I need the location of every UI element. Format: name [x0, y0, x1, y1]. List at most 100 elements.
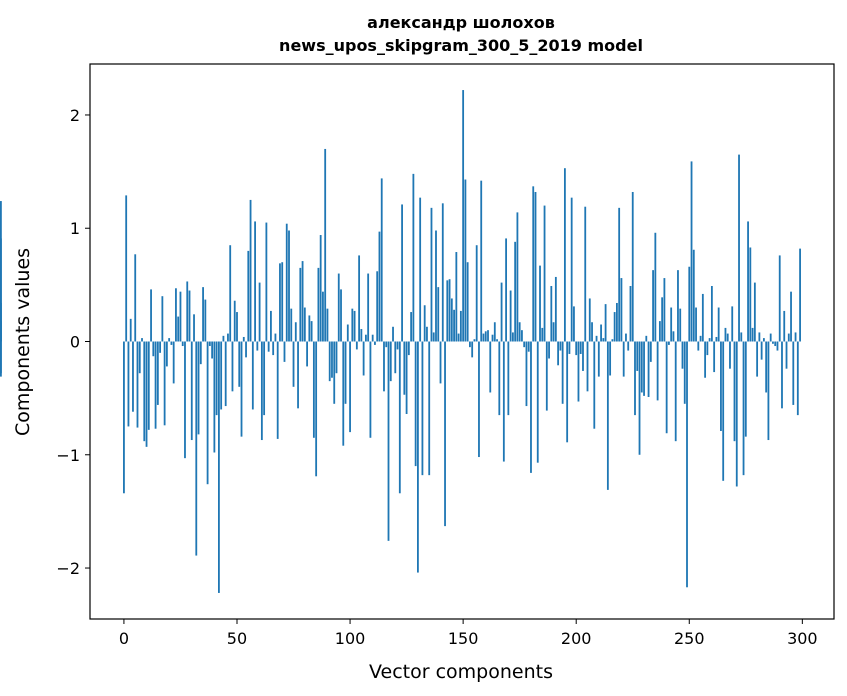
bar	[134, 254, 137, 342]
bar	[127, 341, 130, 427]
bar	[654, 232, 657, 342]
bar	[602, 338, 605, 342]
bar	[507, 341, 510, 416]
bar	[161, 296, 164, 342]
bar	[371, 334, 374, 342]
bar	[385, 341, 388, 348]
bar	[441, 203, 444, 342]
bar	[426, 326, 428, 342]
bar	[202, 287, 204, 342]
bar	[717, 307, 720, 342]
bar	[462, 90, 465, 342]
bar	[613, 312, 616, 342]
bar	[505, 238, 507, 342]
bar	[466, 262, 469, 342]
bar	[713, 341, 716, 373]
bar	[446, 280, 449, 342]
x-tick-label: 300	[787, 629, 818, 648]
x-tick-label: 100	[335, 629, 366, 648]
bar	[496, 339, 498, 342]
bar	[267, 341, 270, 352]
bar	[762, 338, 765, 342]
bar	[706, 341, 709, 356]
bar	[774, 341, 777, 347]
bar	[690, 161, 693, 342]
x-tick-label: 200	[561, 629, 592, 648]
bar	[539, 265, 541, 342]
bar	[245, 341, 247, 358]
bar	[670, 307, 673, 342]
bar	[532, 186, 535, 342]
bar	[328, 341, 331, 382]
bar	[464, 179, 467, 342]
bar	[285, 223, 288, 342]
bar	[351, 308, 354, 342]
bar	[697, 341, 700, 351]
bar	[410, 312, 413, 342]
bar	[437, 287, 440, 342]
bar	[710, 286, 713, 342]
bar	[301, 261, 304, 342]
bar	[208, 341, 211, 347]
bar	[629, 286, 632, 342]
bar	[767, 341, 770, 441]
bar	[340, 289, 342, 342]
bar	[290, 308, 293, 342]
bar	[193, 314, 195, 342]
bar	[796, 341, 799, 416]
bar	[154, 341, 157, 429]
bar	[527, 341, 530, 352]
bar	[665, 341, 668, 434]
bar	[421, 341, 424, 476]
bar	[588, 298, 591, 342]
bar	[419, 197, 422, 342]
bar	[152, 341, 155, 357]
bars-group	[0, 90, 801, 593]
bar	[204, 299, 207, 342]
bar	[692, 249, 695, 342]
bar	[559, 341, 562, 351]
bar	[308, 315, 311, 342]
bar	[686, 341, 688, 588]
bar	[545, 341, 548, 411]
bar	[303, 307, 306, 342]
bar	[310, 321, 313, 342]
bar	[374, 341, 376, 345]
bar	[778, 255, 781, 342]
y-tick-label: 1	[70, 219, 80, 238]
y-axis-label: Components values	[12, 248, 34, 436]
bar	[0, 341, 2, 377]
bar	[618, 207, 621, 342]
bar	[213, 341, 216, 453]
bar	[541, 327, 544, 342]
x-tick-label: 50	[227, 629, 247, 648]
bar	[699, 335, 702, 342]
bar	[439, 341, 442, 384]
plot-frame	[89, 63, 835, 620]
y-tick-label: −2	[56, 559, 80, 578]
bar	[125, 195, 128, 342]
bar	[681, 341, 684, 369]
bar	[333, 341, 336, 404]
bar	[281, 262, 284, 342]
bar	[616, 302, 618, 342]
bar	[611, 339, 614, 342]
bar	[536, 341, 539, 463]
bar	[181, 341, 184, 347]
bar	[776, 341, 779, 351]
bar	[677, 270, 679, 342]
bar	[509, 290, 512, 342]
bar	[364, 334, 367, 342]
bar	[498, 341, 501, 416]
bar	[147, 341, 150, 430]
bar	[288, 230, 290, 342]
bar	[272, 341, 275, 356]
bar	[240, 341, 243, 437]
bar	[138, 341, 141, 374]
bar	[469, 341, 471, 348]
bar	[591, 322, 593, 342]
bar	[141, 338, 143, 342]
bar	[597, 341, 600, 377]
x-tick-label: 150	[448, 629, 479, 648]
